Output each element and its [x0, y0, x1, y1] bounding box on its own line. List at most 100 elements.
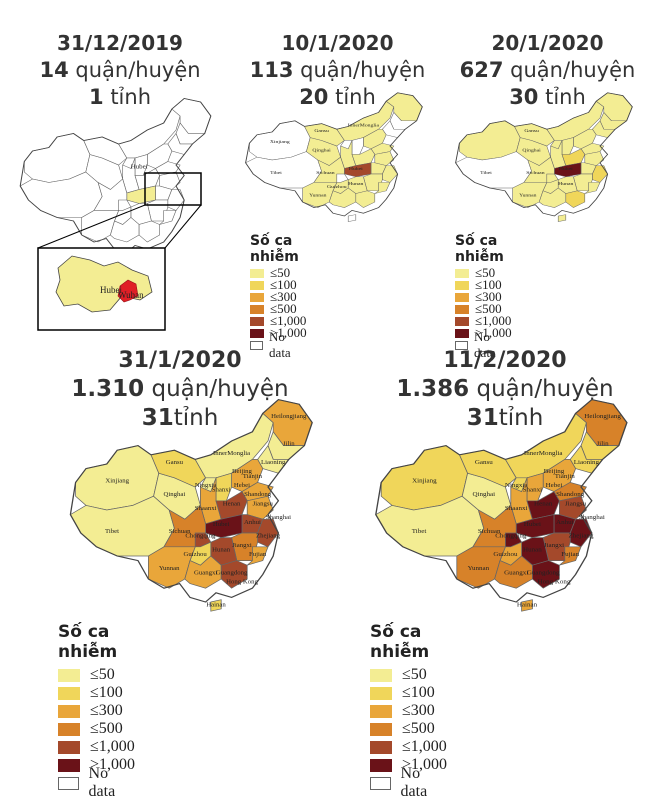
legend-item: ≤300: [250, 289, 307, 304]
map-label: Sichuan: [478, 528, 501, 534]
province-fujian: [246, 546, 269, 566]
provinces-unit: tỉnh: [173, 405, 219, 431]
legend-label: ≤100: [90, 684, 123, 701]
map-label: Hunan: [558, 183, 574, 187]
map-label: Zhejiang: [256, 533, 281, 540]
map-label: Gansu: [524, 129, 539, 133]
provinces-line: 20 tỉnh: [230, 84, 445, 111]
legend-swatch: [250, 304, 264, 314]
map-label: Guangdong: [527, 570, 561, 576]
map-label: Hainan: [206, 602, 226, 609]
panel-date: 10/1/2020: [230, 30, 445, 57]
legend-item: No data: [455, 329, 512, 360]
legend-label: ≤1,000: [475, 313, 512, 328]
legend-swatch: [58, 686, 80, 700]
legend-label: >1,000: [402, 756, 448, 773]
zoom-line: [37, 204, 146, 249]
map-label: InnerMonglia: [524, 450, 563, 456]
map-label: Tibet: [105, 528, 119, 535]
map-label: Hubei: [213, 521, 230, 528]
legend-item: >1,000: [370, 756, 447, 774]
country-outline: [455, 92, 633, 217]
legend-title: Số ca nhiễm: [370, 622, 447, 662]
legend-label: ≤50: [90, 666, 115, 683]
legend-item: >1,000: [58, 756, 135, 774]
legend-label: ≤100: [270, 277, 297, 292]
china-map: Xinjiang InnerMonglia Gansu Qinghai Tibet Sic…: [245, 92, 423, 222]
inset-hubei-shape: [55, 255, 153, 313]
legend-label: >1,000: [90, 756, 136, 773]
legend: Số ca nhiễm ≤50 ≤100 ≤300 ≤500 ≤1,000 >1,000 No…: [58, 622, 135, 800]
map-label: Anhui: [556, 519, 574, 525]
panel-title: 20/1/2020 627 quận/huyện 30 tỉnh: [440, 30, 655, 111]
panel-date: 31/1/2020: [30, 346, 330, 375]
panel-date: 31/12/2019: [20, 30, 220, 57]
legend-item: ≤500: [370, 720, 447, 738]
provinces-unit: tỉnh: [110, 85, 151, 109]
legend-swatch: [58, 776, 79, 790]
districts-line: 1.310 quận/huyện: [30, 375, 330, 404]
map-label: Hong Kong: [538, 579, 572, 585]
panel-date-text: 20/1/2020: [491, 31, 604, 55]
province-hainan: [521, 599, 533, 612]
map-label: Shanxi: [212, 487, 231, 494]
legend-swatch: [250, 316, 264, 326]
legend-item: ≤100: [58, 684, 135, 702]
panel-date: 11/2/2020: [355, 346, 655, 375]
legend-label: No data: [474, 329, 496, 360]
map-label: Hubei: [349, 167, 364, 171]
province-guangdong: [138, 220, 160, 243]
province-guangdong: [220, 560, 248, 589]
legend-label: ≤1,000: [402, 738, 447, 755]
map-label: Hong Kong: [226, 579, 259, 586]
map-label: Tianjin: [243, 473, 263, 480]
legend-swatch: [58, 668, 80, 682]
legend-label: No data: [88, 765, 116, 800]
legend-swatch: [455, 304, 469, 314]
province-guangdong: [565, 190, 586, 208]
legend-swatch: [250, 280, 264, 290]
inset-wuhan-shape: [117, 279, 139, 303]
map-label: Guangxi: [194, 570, 217, 577]
map-label: Guangdong: [216, 570, 248, 577]
province-ningxia: [340, 140, 353, 150]
map-label: Ningxia: [505, 482, 528, 488]
panel-date-text: 11/2/2020: [443, 348, 567, 373]
map-label: Hunan: [348, 183, 364, 187]
legend-swatch: [370, 740, 392, 754]
legend-item: ≤1,000: [370, 738, 447, 756]
provinces-line: 31tỉnh: [30, 404, 330, 433]
provinces-line: 31tỉnh: [355, 404, 655, 433]
province-shanxi: [351, 137, 364, 155]
map-label: Fujian: [561, 551, 580, 557]
legend-item: ≤300: [58, 702, 135, 720]
map-label: Qinghai: [472, 492, 495, 498]
china-map: Heilongjiang Jilin Xinjiang InnerMonglia Lia…: [375, 398, 628, 612]
map-label: Guizhou: [184, 551, 208, 558]
legend-title: Số ca nhiễm: [250, 233, 307, 265]
map-label: Xinjiang: [270, 141, 290, 145]
panel-date-text: 31/12/2019: [57, 31, 183, 55]
districts-line: 1.386 quận/huyện: [355, 375, 655, 404]
legend-item: ≤100: [370, 684, 447, 702]
legend-label: ≤300: [90, 702, 123, 719]
map-label: Yunnan: [519, 194, 537, 198]
districts-count: 113: [249, 58, 294, 82]
map-label: Chongqing: [185, 533, 216, 540]
legend-label: ≤1,000: [270, 313, 307, 328]
districts-line: 14 quận/huyện: [20, 57, 220, 84]
map-label: Ningxia: [195, 482, 217, 489]
legend-swatch: [250, 268, 264, 278]
provinces-unit: tỉnh: [335, 85, 376, 109]
legend-label: ≤50: [402, 666, 427, 683]
legend-swatch: [58, 722, 80, 736]
legend-label: ≤500: [402, 720, 435, 737]
map-label: Tibet: [270, 171, 283, 175]
country-outline: [19, 98, 212, 254]
legend-swatch: [370, 704, 392, 718]
legend-item: ≤300: [455, 289, 512, 304]
legend-item: ≤50: [58, 666, 135, 684]
map-label: Hunan: [523, 547, 542, 553]
provinces-count: 30: [509, 85, 539, 109]
